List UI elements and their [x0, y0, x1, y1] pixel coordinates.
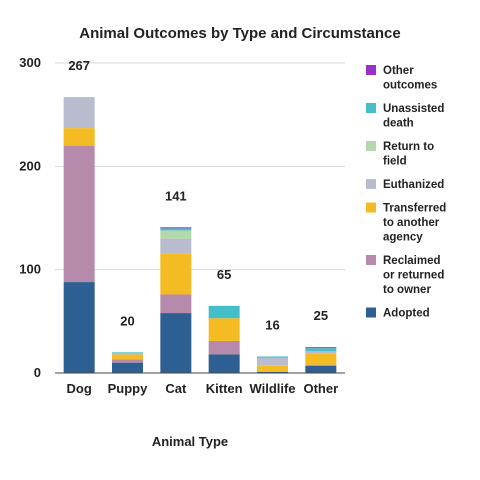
x-tick-label: Puppy: [108, 381, 148, 396]
bar-segment: [160, 294, 192, 314]
bar-segment: [305, 353, 337, 365]
legend-label: Euthanized: [383, 179, 444, 191]
legend-item: Adopted: [366, 307, 430, 320]
bar-segment: [257, 365, 288, 372]
legend-item: Return to field: [366, 141, 434, 168]
legend-item: Unassisted death: [366, 103, 444, 130]
legend-label: Unassisted: [383, 103, 444, 115]
legend-swatch: [366, 179, 376, 189]
legend-swatch: [366, 255, 376, 265]
bar-total-label: 16: [265, 317, 279, 332]
bar-segment: [112, 354, 143, 360]
x-axis-ticks: Dog Puppy Cat Kitten Wildlife Other: [67, 381, 339, 396]
bar-segment: [63, 97, 95, 129]
legend-label: or returned: [383, 270, 444, 282]
x-tick-label: Other: [303, 381, 338, 396]
x-tick-label: Cat: [165, 381, 187, 396]
bar-segment: [160, 227, 192, 229]
legend-label: Adopted: [383, 308, 430, 320]
bar-segment: [305, 347, 337, 349]
bar-segment: [208, 305, 240, 319]
legend-item: Other outcomes: [366, 65, 437, 92]
bar-segment: [112, 359, 143, 363]
legend-label: to owner: [383, 284, 431, 296]
chart-title: Animal Outcomes by Type and Circumstance: [79, 25, 400, 42]
bar-segment: [305, 348, 337, 352]
bar-segment: [112, 352, 143, 354]
legend-swatch: [366, 103, 376, 113]
y-tick-label: 300: [19, 55, 41, 70]
bar-segment: [160, 230, 192, 239]
bar-total-label: 267: [68, 58, 90, 73]
bar-segment: [112, 362, 143, 373]
bar-segment: [208, 354, 240, 373]
bar-segment: [257, 371, 288, 373]
bar-segment: [63, 128, 95, 146]
x-axis-label: Animal Type: [152, 434, 228, 449]
bar-segment: [208, 340, 240, 355]
legend-label: Return to: [383, 141, 434, 153]
bar-totals: 267 20 141 65 16 25: [68, 58, 328, 332]
bars: [63, 97, 337, 373]
legend-item: Reclaimed or returned to owner: [366, 255, 444, 296]
legend-label: Reclaimed: [383, 255, 441, 267]
bar-segment: [160, 253, 192, 295]
bar-segment: [160, 238, 192, 254]
bar-segment: [305, 351, 337, 354]
legend-item: Euthanized: [366, 179, 444, 191]
x-tick-label: Kitten: [206, 381, 243, 396]
bar-segment: [208, 318, 240, 341]
bar-segment: [112, 353, 143, 355]
bar-total-label: 25: [314, 308, 328, 323]
legend: Other outcomes Unassisted death Return to fie…: [366, 65, 446, 320]
legend-swatch: [366, 141, 376, 151]
legend-label: agency: [383, 232, 423, 244]
bar-segment: [305, 365, 337, 373]
bar-segment: [160, 228, 192, 231]
y-tick-label: 100: [19, 262, 41, 277]
bar-segment: [63, 282, 95, 373]
legend-swatch: [366, 307, 376, 318]
legend-label: death: [383, 118, 414, 130]
bar-total-label: 20: [120, 313, 134, 328]
legend-item: Transferred to another agency: [366, 202, 446, 244]
x-tick-label: Wildlife: [249, 381, 295, 396]
gridlines: [55, 62, 345, 271]
y-tick-label: 200: [19, 158, 41, 173]
bar-segment: [63, 145, 95, 283]
bar-segment: [305, 364, 337, 366]
bar-segment: [257, 356, 288, 358]
legend-label: outcomes: [383, 80, 437, 92]
legend-swatch: [366, 202, 376, 213]
y-axis-ticks: 0 100 200 300: [19, 55, 41, 380]
legend-label: to another: [383, 217, 440, 229]
y-tick-label: 0: [34, 365, 41, 380]
bar-segment: [160, 313, 192, 373]
bar-total-label: 65: [217, 267, 231, 282]
legend-label: field: [383, 156, 407, 168]
legend-swatch: [366, 65, 376, 75]
bar-segment: [257, 357, 288, 366]
bar-total-label: 141: [165, 188, 187, 203]
legend-label: Other: [383, 65, 414, 77]
legend-label: Transferred: [383, 203, 446, 215]
x-tick-label: Dog: [67, 381, 92, 396]
